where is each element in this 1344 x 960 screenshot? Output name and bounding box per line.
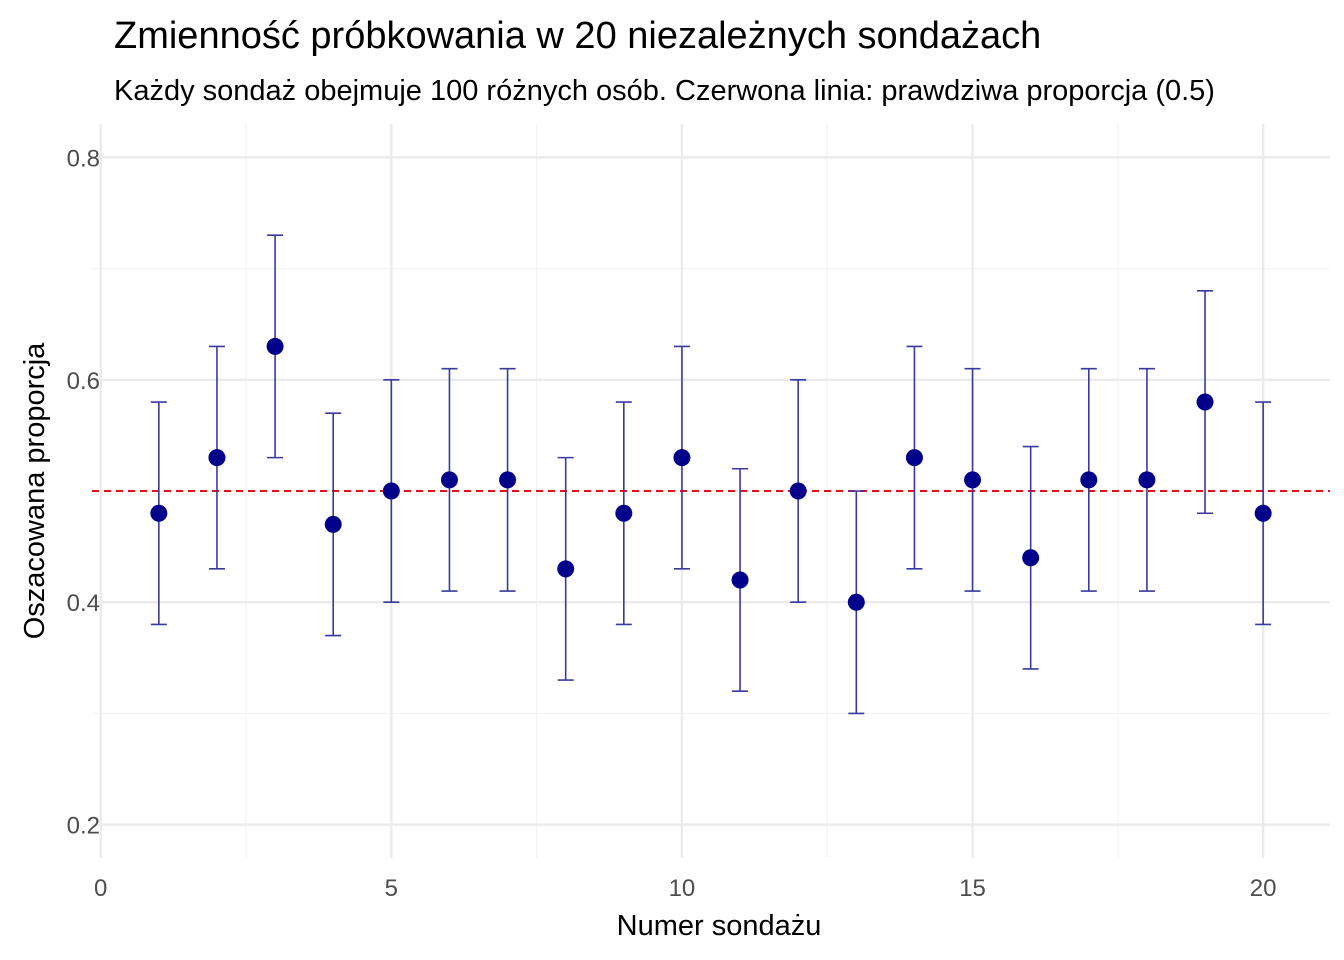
data-point: [1254, 504, 1272, 522]
data-point: [266, 337, 284, 355]
major-gridlines: [92, 124, 1330, 858]
x-axis-ticks: 0 5 10 15 20: [94, 875, 1276, 902]
data-point: [905, 449, 923, 467]
y-tick-label: 0.6: [67, 368, 100, 395]
data-point: [1196, 393, 1214, 411]
data-point: [673, 449, 691, 467]
x-tick-label: 15: [959, 875, 986, 902]
chart-title: Zmienność próbkowania w 20 niezależnych …: [114, 15, 1041, 57]
y-tick-label: 0.8: [67, 145, 100, 172]
data-point: [208, 449, 226, 467]
data-point: [1022, 549, 1040, 567]
data-point: [964, 471, 982, 489]
data-point: [440, 471, 458, 489]
plot-panel: [92, 124, 1330, 858]
data-point: [557, 560, 575, 578]
data-point: [1080, 471, 1098, 489]
x-tick-label: 20: [1250, 875, 1277, 902]
x-tick-label: 0: [94, 875, 107, 902]
error-bars: [150, 234, 1272, 715]
data-points: [150, 337, 1272, 611]
data-point: [1138, 471, 1156, 489]
data-point: [731, 571, 749, 589]
y-axis-ticks: 0.2 0.4 0.6 0.8: [67, 145, 100, 839]
data-point: [382, 482, 400, 500]
data-point: [499, 471, 517, 489]
data-point: [615, 504, 633, 522]
y-tick-label: 0.4: [67, 590, 100, 617]
x-tick-label: 5: [385, 875, 398, 902]
y-tick-label: 0.2: [67, 813, 100, 840]
x-axis-label: Numer sondażu: [617, 910, 822, 942]
data-point: [324, 515, 342, 533]
data-point: [150, 504, 168, 522]
x-tick-label: 10: [669, 875, 696, 902]
y-axis-label: Oszacowana proporcja: [19, 342, 51, 639]
data-point: [847, 593, 865, 611]
chart-subtitle: Każdy sondaż obejmuje 100 różnych osób. …: [114, 75, 1215, 107]
data-point: [789, 482, 807, 500]
